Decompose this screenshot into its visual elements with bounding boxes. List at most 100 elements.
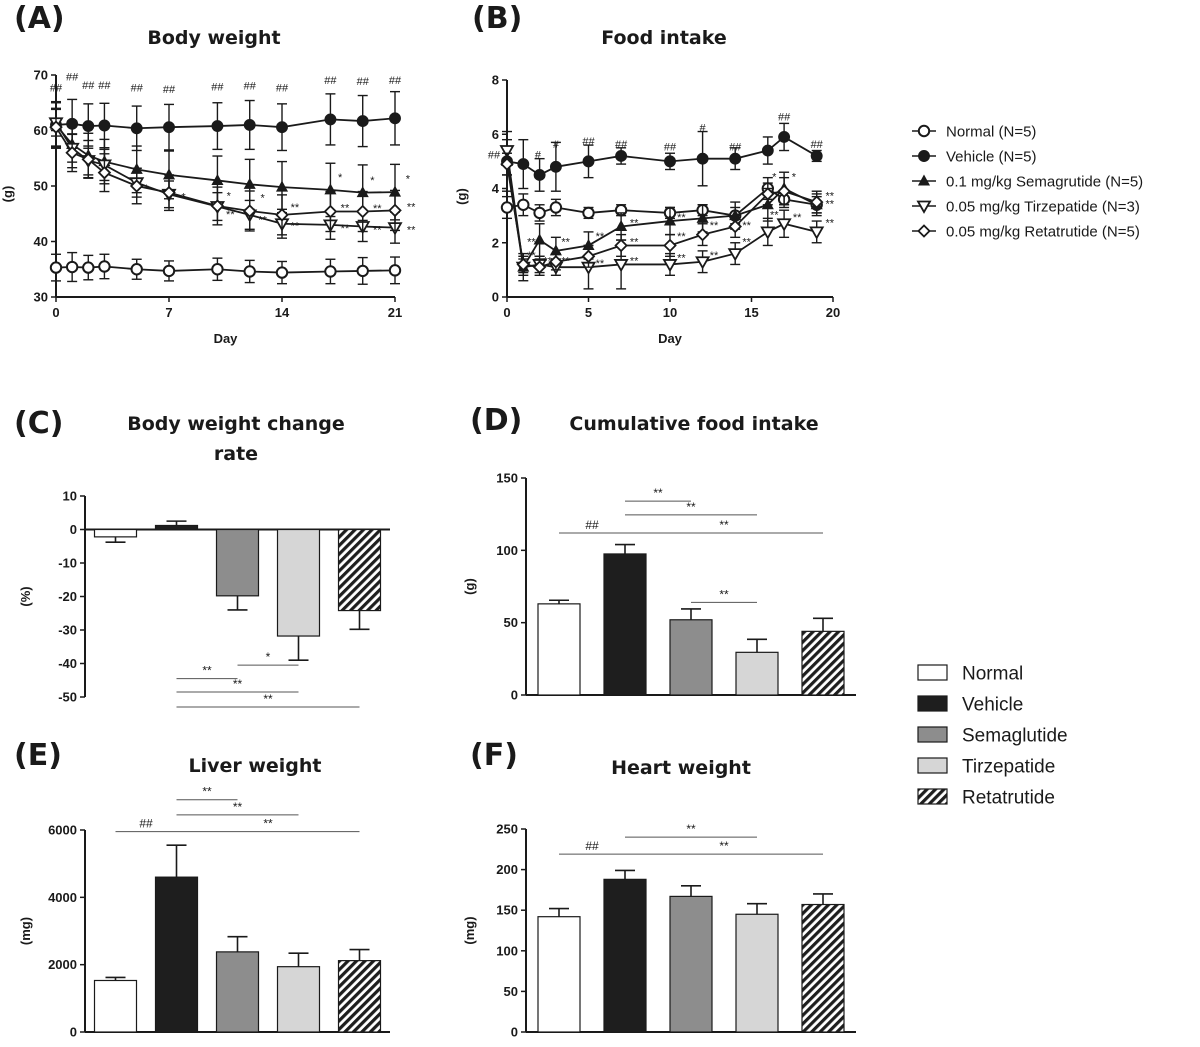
data-point <box>98 119 111 132</box>
legend-label: Vehicle (N=5) <box>946 149 1036 166</box>
legend-label: Vehicle <box>962 695 1023 716</box>
data-point <box>242 204 257 218</box>
y-tick-label: 10 <box>63 489 77 504</box>
legend-marker <box>917 124 931 138</box>
significance-mark: ** <box>373 225 382 237</box>
data-point <box>582 155 595 168</box>
chart-title: Liver weight <box>188 755 321 777</box>
y-tick-label: 6 <box>492 127 499 142</box>
y-tick-label: 200 <box>496 862 518 877</box>
y-tick-label: 0 <box>70 522 77 537</box>
series-line <box>55 124 396 194</box>
series-5 <box>500 152 824 276</box>
legend-item: Tirzepatide <box>917 757 1055 778</box>
significance-mark: ** <box>226 209 235 221</box>
legend-item: Retatrutide <box>917 788 1055 809</box>
data-point <box>49 120 63 134</box>
legend-item: 0.05 mg/kg Retatrutide (N=5) <box>912 224 1140 241</box>
panel-label: (A) <box>14 1 65 36</box>
significance-mark: # <box>700 123 707 135</box>
y-tick-label: 50 <box>504 615 518 630</box>
significance-mark: * <box>370 175 375 187</box>
significance-mark: ** <box>719 839 729 853</box>
significance-mark: ** <box>719 518 729 532</box>
y-tick-label: 250 <box>496 822 518 837</box>
x-axis-label: Day <box>214 331 239 346</box>
legend-label: 0.05 mg/kg Tirzepatide (N=3) <box>946 199 1140 216</box>
significance-mark: ## <box>811 139 824 151</box>
significance-mark: * <box>227 190 232 202</box>
data-point <box>130 263 143 276</box>
significance-mark: ## <box>163 84 176 96</box>
y-tick-label: 6000 <box>48 823 77 838</box>
data-point <box>778 131 791 143</box>
data-point <box>613 259 629 273</box>
data-point <box>516 257 531 272</box>
significance-mark: ** <box>686 822 696 836</box>
data-point <box>549 254 563 269</box>
legend-marker <box>917 224 931 238</box>
significance-mark: ** <box>561 236 570 248</box>
significance-mark: ## <box>389 75 402 87</box>
significance-mark: ** <box>596 231 605 243</box>
y-tick-label: 2 <box>492 235 499 250</box>
x-tick-label: 0 <box>503 305 510 320</box>
data-point <box>695 256 711 270</box>
significance-mark: ## <box>98 80 111 92</box>
significance-mark: # <box>553 139 560 151</box>
significance-mark: ** <box>719 587 729 601</box>
data-point <box>581 249 596 264</box>
data-point <box>662 259 678 273</box>
significance-mark: ** <box>527 236 536 248</box>
bar-legend: Normal Vehicle Semaglutide Tirzepatide Retat… <box>917 664 1068 809</box>
significance-mark: ** <box>677 212 686 224</box>
significance-mark: ** <box>527 250 536 262</box>
legend-swatch <box>917 695 948 712</box>
significance-mark: * <box>266 650 271 664</box>
y-tick-label: 0 <box>492 290 499 305</box>
y-tick-label: 100 <box>496 543 518 558</box>
significance-mark: ** <box>630 255 639 267</box>
data-point <box>776 218 792 232</box>
bar-normal <box>537 603 581 696</box>
bar-retatrutide <box>801 630 845 696</box>
significance-mark: ** <box>407 225 416 237</box>
legend-swatch <box>917 788 948 805</box>
y-tick-label: -20 <box>58 589 77 604</box>
y-tick-label: 50 <box>504 984 518 999</box>
data-point <box>760 226 776 240</box>
data-point <box>533 233 546 245</box>
data-point <box>500 201 514 214</box>
significance-mark: ## <box>615 139 628 151</box>
significance-mark: ** <box>202 664 212 678</box>
data-point <box>777 184 791 198</box>
legend-label: 0.05 mg/kg Retatrutide (N=5) <box>946 224 1140 241</box>
legend-item: Normal (N=5) <box>912 124 1036 141</box>
significance-mark: ** <box>407 201 416 213</box>
bar-semaglutide <box>669 619 713 696</box>
data-point <box>727 248 743 262</box>
legend-label: Semaglutide <box>962 726 1068 747</box>
y-axis-label: (g) <box>462 578 477 595</box>
data-point <box>761 144 774 157</box>
significance-mark: ## <box>664 142 677 154</box>
bar-normal <box>93 528 138 538</box>
data-point <box>615 219 628 231</box>
significance-mark: ** <box>561 255 570 267</box>
data-point <box>275 180 289 192</box>
y-tick-label: 50 <box>34 179 48 194</box>
chart-title: Food intake <box>601 27 727 49</box>
legend-item: Vehicle (N=5) <box>912 149 1036 166</box>
data-point <box>533 206 546 220</box>
x-tick-label: 15 <box>744 305 758 320</box>
significance-mark: ## <box>582 136 595 148</box>
data-point <box>810 150 823 162</box>
series-2 <box>50 90 401 152</box>
y-axis-label: (%) <box>18 586 33 606</box>
y-tick-label: 2000 <box>48 957 77 972</box>
significance-mark: ** <box>793 212 802 224</box>
data-point <box>211 173 224 185</box>
data-point <box>614 238 628 253</box>
